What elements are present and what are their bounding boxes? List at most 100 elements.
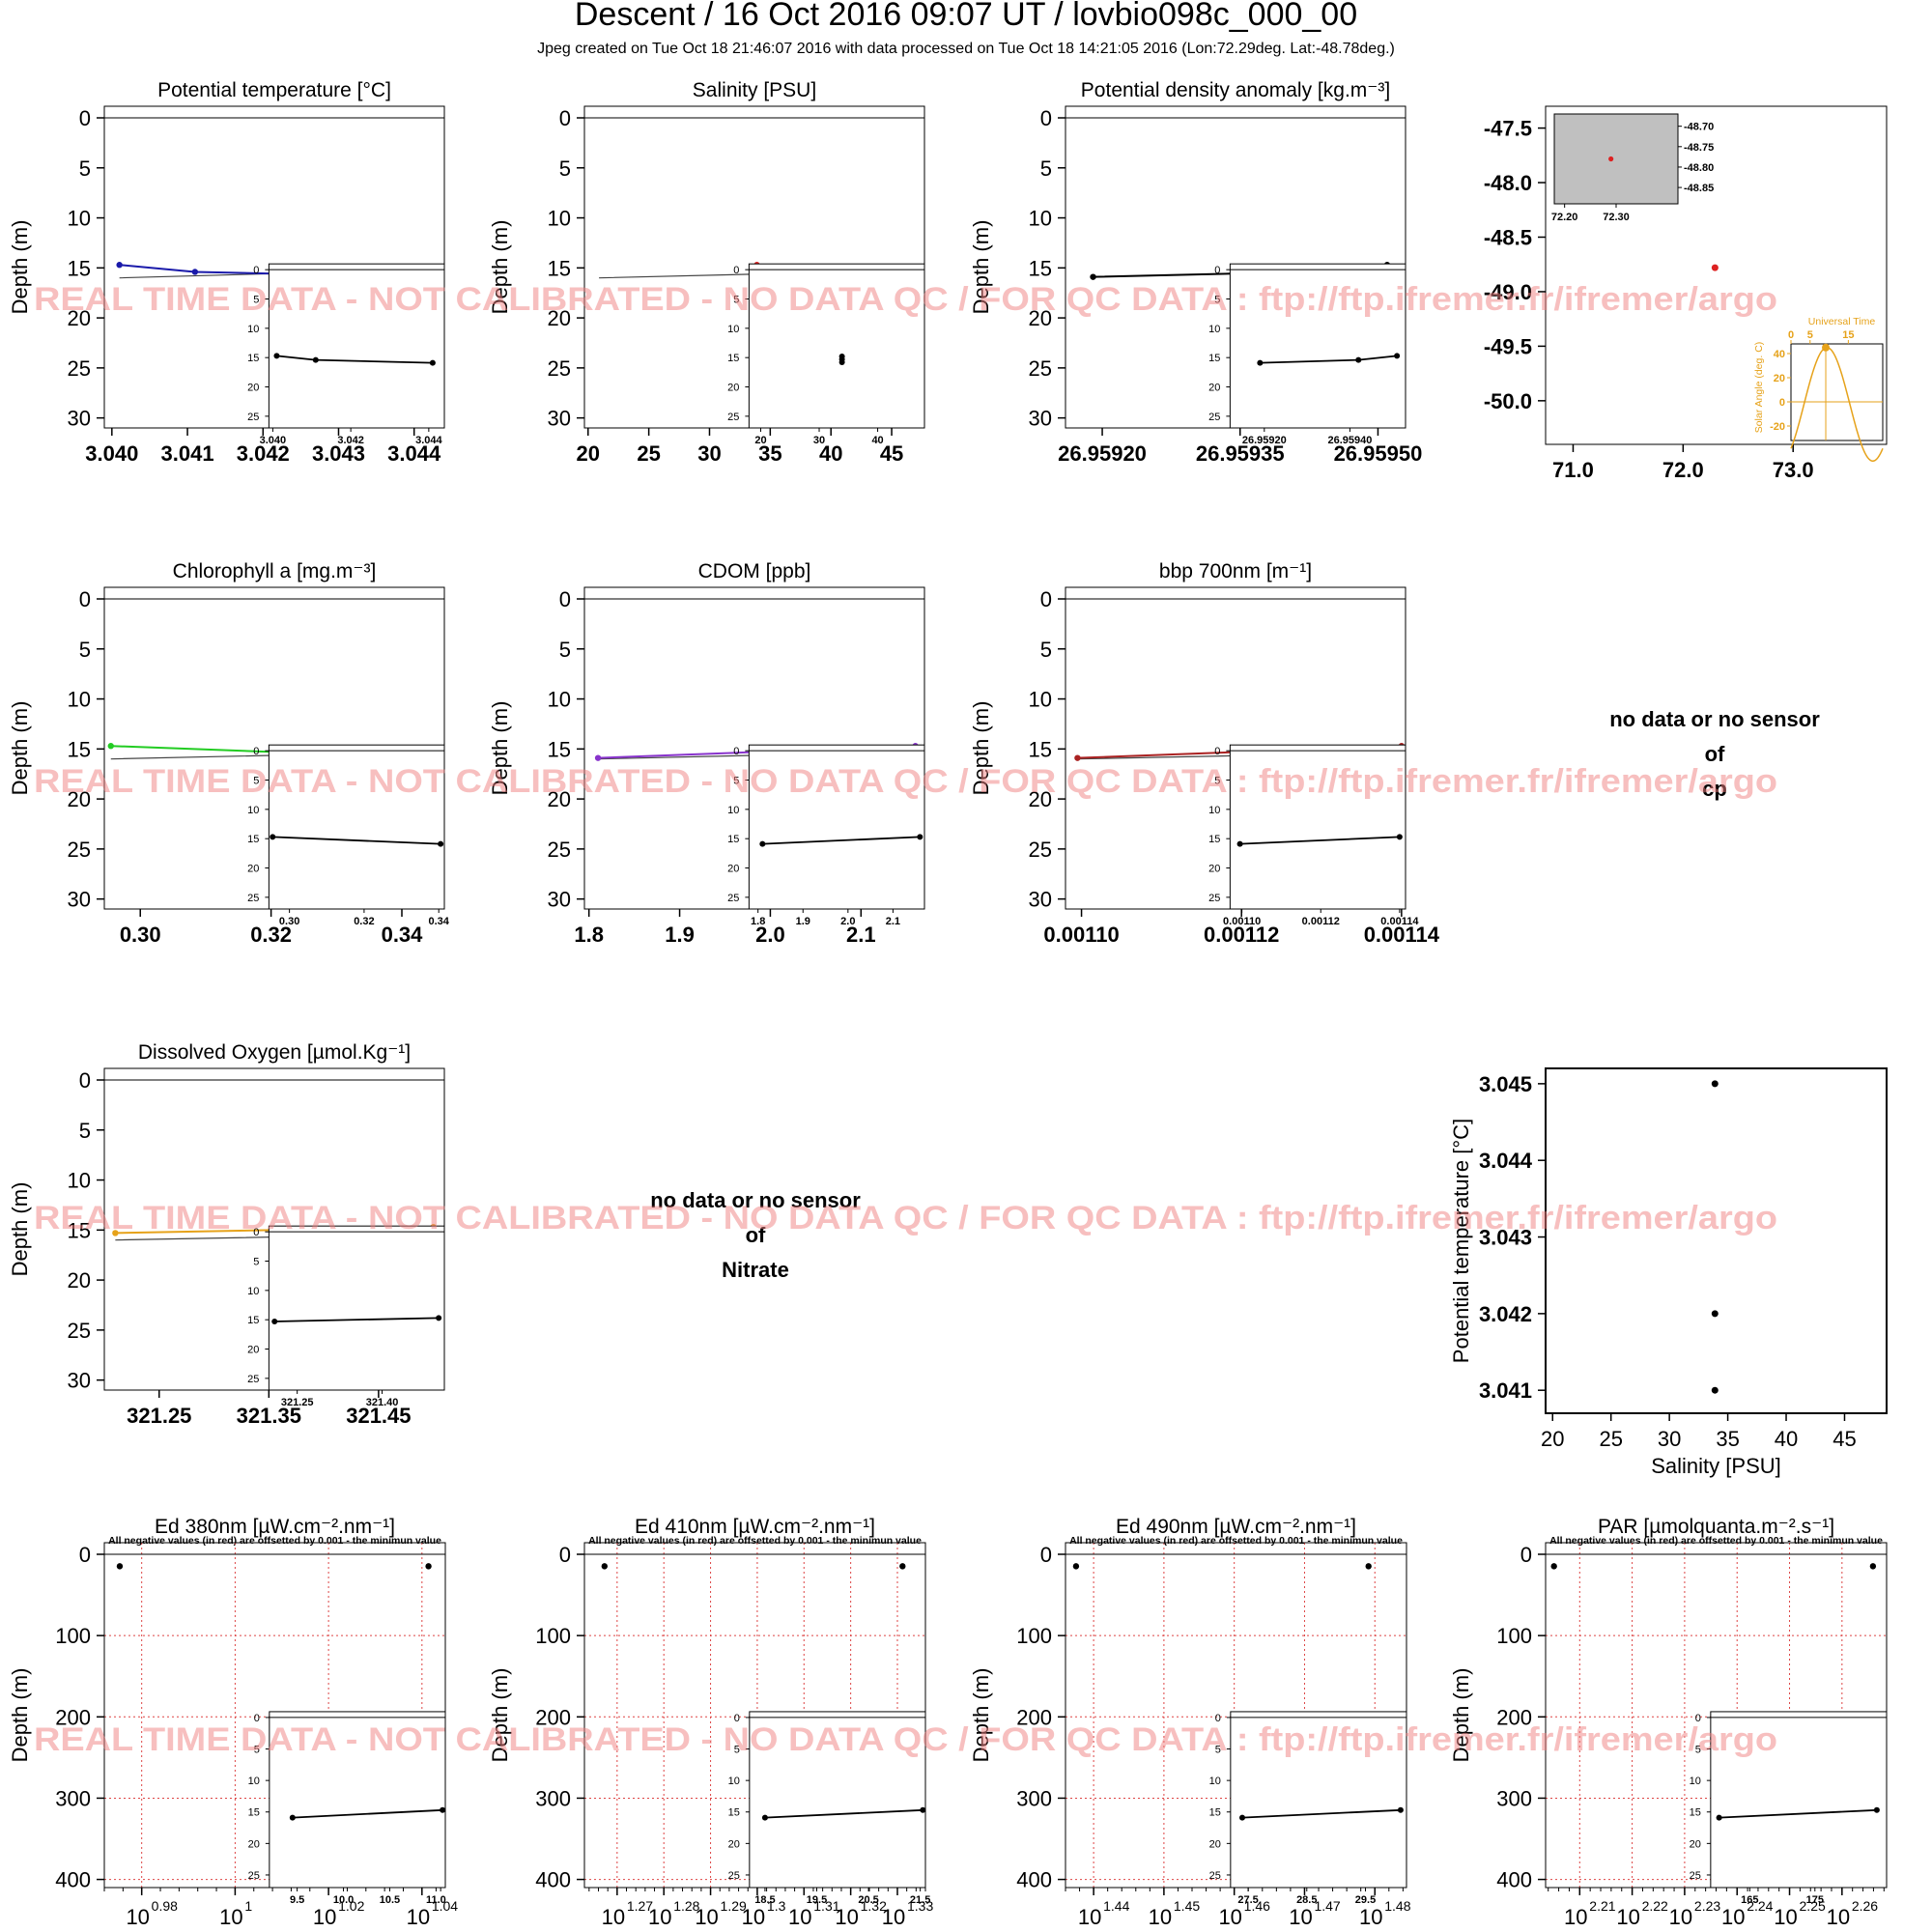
inset-y-tick-label: 0 [1695, 1713, 1701, 1724]
y-tick-label: 15 [68, 737, 91, 761]
zoom-y-tick-label: -48.70 [1684, 122, 1714, 133]
inset-data-point [920, 1806, 926, 1813]
ts-point [1711, 1080, 1719, 1088]
inset-y-tick-label: 25 [727, 893, 739, 904]
zoom-x-tick-label: 72.20 [1551, 212, 1578, 223]
inset-y-tick-label: 5 [1214, 776, 1220, 787]
sun-x-tick-label: 0 [1788, 329, 1794, 341]
inset-y-tick-label: 20 [247, 864, 259, 875]
inset-y-tick-label: 5 [253, 1257, 259, 1268]
x-tick-base: 10 [602, 1905, 625, 1929]
inset-y-tick-label: 10 [727, 805, 739, 816]
x-axis-label: Salinity [PSU] [1651, 1454, 1781, 1478]
inset-x-tick-label: 0.30 [279, 916, 299, 927]
inset-x-tick-label: 1.8 [751, 916, 765, 927]
data-point [191, 269, 199, 275]
y-tick-label: 3.042 [1479, 1302, 1532, 1326]
x-tick-label: 30 [1658, 1427, 1681, 1451]
data-point [899, 1563, 906, 1570]
x-tick-label: 1.8 [574, 923, 604, 947]
inset-y-tick-label: 10 [1209, 1776, 1221, 1787]
x-tick-base: 10 [1218, 1905, 1241, 1929]
no-data-nitrate: no data or no sensor of Nitrate [650, 1188, 861, 1282]
sun-y-tick-label: 40 [1774, 349, 1785, 360]
x-tick-label: 1.29 [721, 1898, 747, 1914]
x-tick-base: 10 [1359, 1905, 1382, 1929]
y-tick-label: 5 [79, 1119, 91, 1143]
x-tick-label: 1 [244, 1898, 252, 1914]
x-tick-label: 35 [1716, 1427, 1739, 1451]
x-tick-label: 321.25 [127, 1404, 191, 1428]
inset-x-tick-label: 3.040 [260, 435, 287, 446]
y-tick-label: 0 [559, 587, 571, 611]
y-tick-label: 30 [1029, 888, 1052, 912]
inset-profile-line [1719, 1808, 1877, 1819]
x-tick-label: 0.00110 [1043, 923, 1119, 947]
y-tick-label: 0 [79, 1543, 91, 1567]
chart-dens: Potential density anomaly [kg.m⁻³] 0 5 10 15… [969, 79, 1422, 466]
x-tick-base: 10 [1149, 1905, 1172, 1929]
y-tick-label: -48.5 [1484, 225, 1532, 249]
x-tick-base: 10 [1289, 1905, 1312, 1929]
x-tick-label: 1.9 [665, 923, 695, 947]
inset-data-point [1394, 353, 1401, 359]
y-tick-label: 200 [1496, 1705, 1532, 1729]
y-axis-label: Depth (m) [8, 1668, 32, 1763]
no-data-cp: no data or no sensor of cp [1609, 707, 1820, 801]
y-tick-label: 400 [535, 1868, 571, 1892]
inset-data-point [429, 359, 436, 366]
x-tick-label: 321.35 [237, 1404, 301, 1428]
x-tick-label: 25 [637, 441, 660, 466]
x-tick-label: 35 [758, 441, 781, 466]
inset-y-tick-label: 15 [1208, 834, 1220, 845]
x-tick-label: 3.041 [161, 441, 214, 466]
inset-frame [268, 263, 445, 429]
inset-frame [1229, 263, 1406, 429]
y-tick-label: 30 [548, 407, 571, 431]
inset-y-tick-label: 25 [247, 893, 259, 904]
y-tick-label: 0 [559, 1543, 571, 1567]
y-axis-label: Potential temperature [°C] [1449, 1119, 1473, 1363]
x-tick-base: 10 [1669, 1905, 1692, 1929]
x-tick-label: 25 [1599, 1427, 1622, 1451]
inset-data-point [759, 840, 766, 847]
data-point [116, 1563, 124, 1570]
sun-x-tick-label: 5 [1807, 329, 1813, 341]
inset-y-tick-label: 10 [247, 1286, 259, 1297]
x-tick-base: 10 [407, 1905, 430, 1929]
data-point [601, 1563, 608, 1570]
inset-frame [1230, 1711, 1407, 1889]
inset-frame [268, 1225, 445, 1391]
inset-y-tick-label: 25 [247, 412, 259, 423]
x-tick-label: 40 [1775, 1427, 1798, 1451]
inset-data-point [312, 356, 319, 363]
y-tick-label: 20 [68, 1268, 91, 1293]
inset-y-tick-label: 10 [247, 324, 259, 335]
y-tick-label: 30 [1029, 407, 1052, 431]
inset-x-tick-label: 27.5 [1237, 1894, 1258, 1906]
y-tick-label: 15 [1029, 256, 1052, 280]
y-axis-label: Depth (m) [969, 220, 993, 315]
y-tick-label: 400 [1496, 1868, 1532, 1892]
inset-profile-line [272, 836, 441, 845]
inset-y-tick-label: 5 [1695, 1745, 1701, 1756]
inset-y-tick-label: 10 [247, 805, 259, 816]
x-tick-label: 1.45 [1174, 1898, 1200, 1914]
no-data-line: cp [1702, 777, 1727, 801]
x-tick-label: 2.0 [755, 923, 785, 947]
x-tick-label: 321.45 [346, 1404, 411, 1428]
inset-y-tick-label: 15 [1690, 1807, 1701, 1819]
y-tick-label: 25 [548, 838, 571, 862]
chart-title: Dissolved Oxygen [µmol.Kg⁻¹] [138, 1041, 411, 1064]
inset-data-point [1873, 1806, 1880, 1813]
inset-y-tick-label: 0 [253, 746, 259, 757]
inset-data-point [1355, 356, 1362, 363]
y-tick-label: 25 [68, 838, 91, 862]
x-tick-label: 26.95920 [1058, 441, 1147, 466]
inset-x-tick-label: 2.0 [840, 916, 855, 927]
chart-subtitle: All negative values (in red) are offsett… [1549, 1535, 1883, 1547]
watermark-text: REAL TIME DATA - NOT CALIBRATED - NO DAT… [34, 1721, 1777, 1758]
y-axis-label: Depth (m) [969, 1668, 993, 1763]
inset-frame [748, 744, 925, 910]
